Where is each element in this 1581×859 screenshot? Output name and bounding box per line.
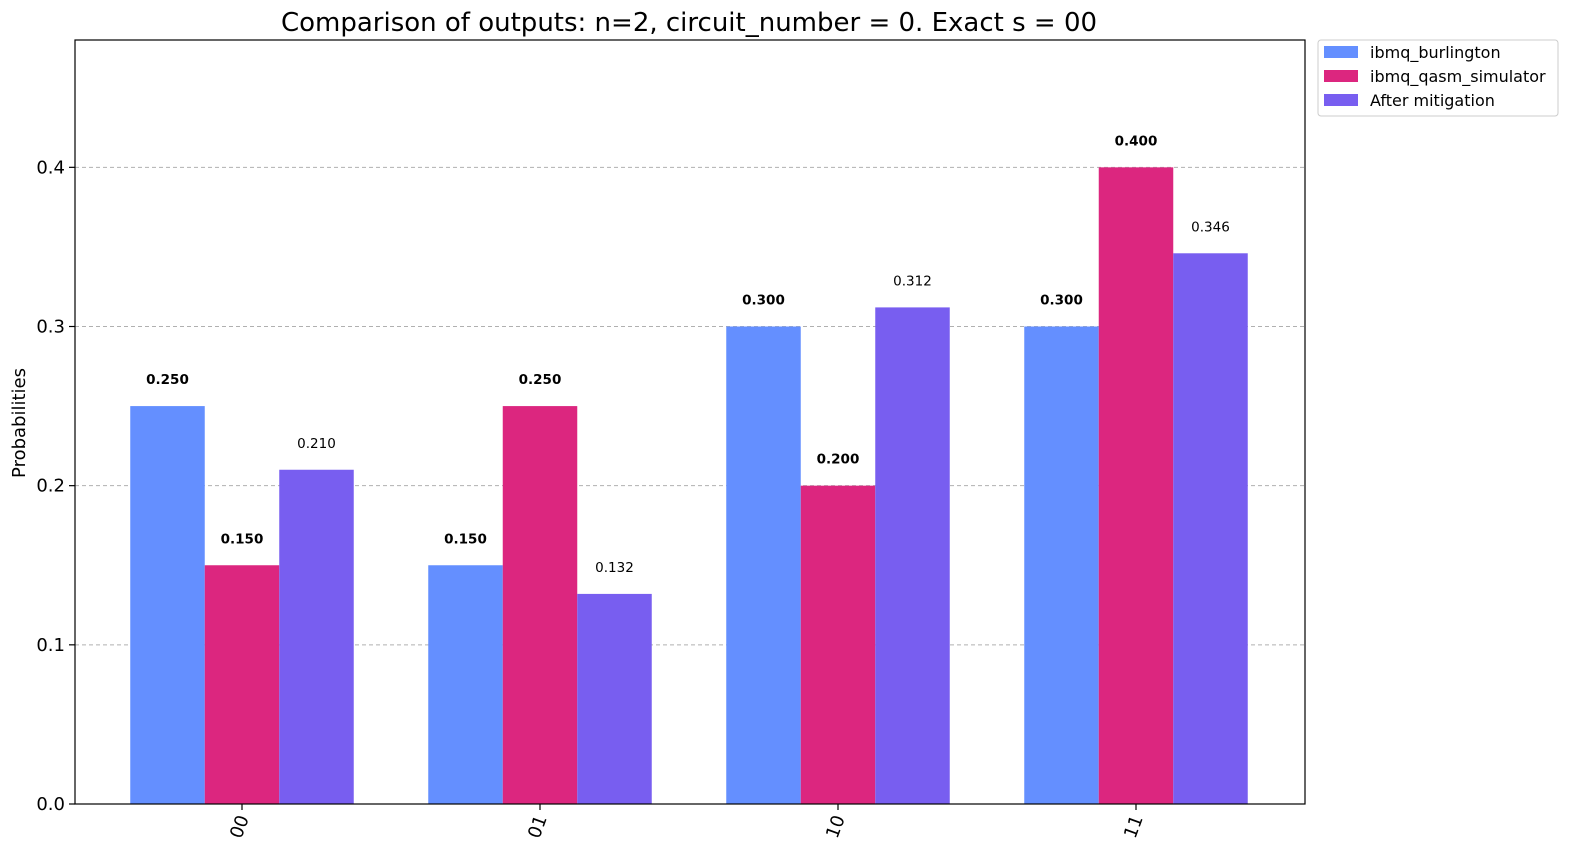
bar-01-2	[577, 593, 652, 804]
bar-value-label: 0.250	[146, 372, 189, 388]
legend-box	[1317, 39, 1559, 117]
bar-01-0	[428, 565, 503, 804]
y-axis-ticks: 0.0 0.1 0.2 0.3 0.4	[36, 157, 75, 815]
chart-title: Comparison of outputs: n=2, circuit_numb…	[281, 8, 1097, 38]
bar-11-1	[1098, 167, 1174, 805]
legend-label: ibmq_burlington	[1370, 43, 1501, 63]
legend-swatch	[1324, 46, 1358, 58]
bar-value-label: 0.200	[817, 452, 860, 468]
bar-10-2	[875, 307, 950, 804]
x-tick-label: 00	[226, 813, 254, 842]
y-tick-label: 0.4	[36, 157, 65, 178]
bar-value-label: 0.300	[1040, 293, 1083, 309]
bar-value-label: 0.400	[1115, 133, 1158, 149]
y-tick-label: 0.2	[36, 476, 65, 497]
x-axis-ticks: 00 01 10 11	[226, 804, 1148, 841]
legend-swatch	[1324, 70, 1358, 82]
bar-value-label: 0.250	[519, 372, 562, 388]
plot-frame	[74, 39, 1306, 805]
bar-value-label: 0.300	[742, 293, 785, 309]
bar-11-2	[1173, 253, 1248, 805]
y-axis-label: Probabilities	[9, 368, 30, 478]
legend-label: ibmq_qasm_simulator	[1370, 67, 1546, 87]
bar-labels: 0.250 0.150 0.210 0.150 0.250 0.132 0.300 0.200…	[146, 133, 1230, 576]
x-tick-label: 10	[822, 813, 850, 842]
y-tick-label: 0.0	[36, 794, 65, 815]
bar-value-label: 0.132	[595, 560, 634, 576]
y-tick-label: 0.1	[36, 635, 65, 656]
legend-label: After mitigation	[1370, 91, 1495, 110]
bar-value-label: 0.312	[893, 273, 932, 289]
bar-10-0	[726, 326, 801, 804]
bars	[130, 167, 1248, 805]
legend-swatch	[1324, 94, 1358, 106]
bar-value-label: 0.346	[1191, 219, 1230, 235]
legend: ibmq_burlington ibmq_qasm_simulator After …	[1317, 39, 1559, 117]
bar-value-label: 0.210	[297, 436, 336, 452]
bar-value-label: 0.150	[444, 531, 487, 547]
y-tick-label: 0.3	[36, 317, 65, 338]
bar-00-2	[279, 469, 354, 804]
x-tick-label: 11	[1120, 813, 1148, 842]
bar-00-0	[130, 406, 205, 804]
bar-value-label: 0.150	[221, 531, 264, 547]
bar-10-1	[800, 485, 876, 804]
bar-01-1	[502, 406, 578, 804]
x-tick-label: 01	[524, 813, 552, 842]
bar-00-1	[204, 565, 280, 804]
bar-11-0	[1024, 326, 1099, 804]
